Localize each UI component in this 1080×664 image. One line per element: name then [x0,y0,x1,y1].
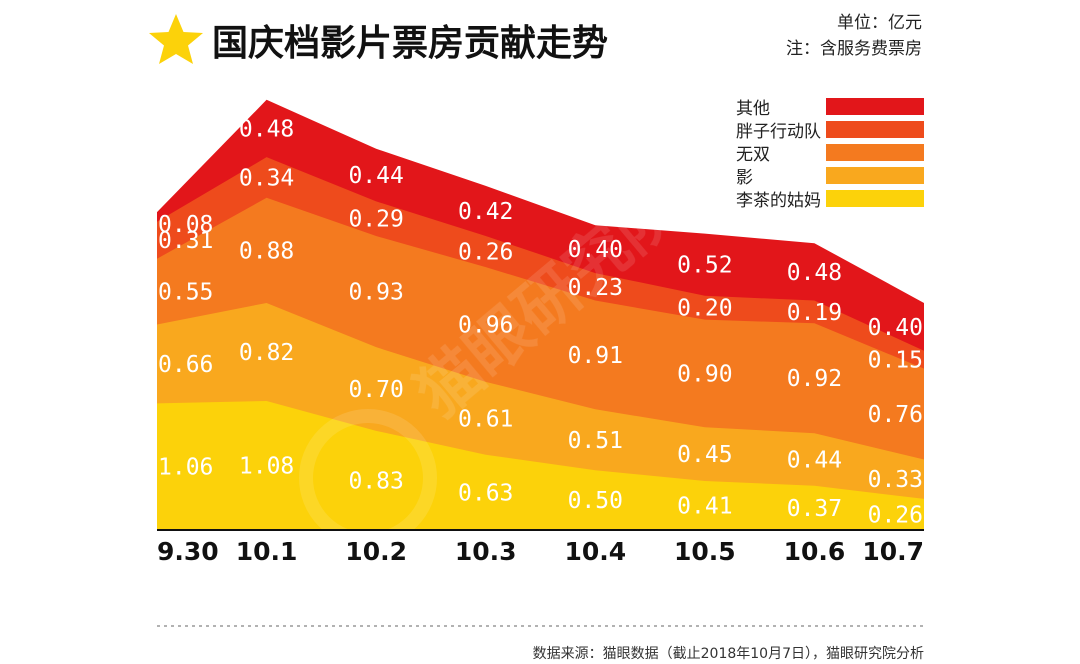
value-labels: 1.06 1.08 0.83 0.63 0.50 0.41 0.37 0.26 0.66 0.82… [158,116,923,528]
value-label: 0.76 [868,402,923,428]
value-label: 0.91 [568,343,623,369]
area-李茶的姑妈 [157,400,924,530]
x-tick-label: 10.2 [345,537,407,566]
legend-label: 影 [736,168,753,188]
value-label: 0.45 [677,442,732,468]
legend-swatch [826,121,924,138]
value-label: 0.37 [787,496,842,522]
value-label: 0.52 [677,253,732,279]
value-label: 0.48 [239,116,294,142]
value-label: 0.26 [868,502,923,528]
legend-swatch [826,190,924,207]
value-label: 1.08 [239,453,294,479]
value-label: 0.42 [458,199,513,225]
value-label: 0.34 [239,165,294,191]
value-label: 1.06 [158,455,213,481]
value-label: 0.23 [568,275,623,301]
value-label: 0.40 [568,237,623,263]
legend-swatch [826,98,924,115]
value-label: 0.26 [458,240,513,266]
watermark-logo-icon [299,409,437,547]
value-label: 0.31 [158,228,213,254]
x-tick-label: 10.5 [674,537,736,566]
value-label: 0.61 [458,406,513,432]
value-label: 0.44 [348,163,403,189]
star-icon [149,14,203,64]
service-note: 注：含服务费票房 [786,39,922,59]
legend-swatch [826,167,924,184]
x-tick-label: 10.3 [455,537,517,566]
area-layers [157,99,924,531]
value-label: 0.88 [239,238,294,264]
value-label: 0.96 [458,312,513,338]
legend-label: 其他 [736,99,770,119]
value-label: 0.70 [348,377,403,403]
unit-note: 单位：亿元 [837,13,922,33]
value-label: 0.44 [787,447,842,473]
value-label: 0.41 [677,494,732,520]
value-label: 0.29 [348,207,403,233]
x-tick-label: 10.1 [236,537,298,566]
source-note: 数据来源：猫眼数据（截止2018年10月7日），猫眼研究院分析 [533,646,924,662]
legend-label: 无双 [736,145,770,165]
value-label: 0.19 [787,300,842,326]
value-label: 0.90 [677,361,732,387]
legend-label: 李茶的姑妈 [736,191,821,211]
chart-title: 国庆档影片票房贡献走势 [212,23,608,64]
value-label: 0.63 [458,480,513,506]
value-label: 0.08 [158,212,213,238]
value-label: 0.50 [568,488,623,514]
x-axis-ticks: 9.30 10.1 10.2 10.3 10.4 10.5 10.6 10.7 [157,537,924,566]
legend-label: 胖子行动队 [736,122,821,142]
value-label: 0.83 [348,468,403,494]
value-label: 0.93 [348,280,403,306]
value-label: 0.48 [787,260,842,286]
x-tick-label: 10.4 [564,537,626,566]
value-label: 0.82 [239,340,294,366]
value-label: 0.40 [868,315,923,341]
legend-swatch [826,144,924,161]
x-tick-label: 10.7 [862,537,924,566]
value-label: 0.92 [787,366,842,392]
value-label: 0.33 [868,467,923,493]
value-label: 0.55 [158,280,213,306]
value-label: 0.51 [568,428,623,454]
x-tick-label: 10.6 [784,537,846,566]
value-label: 0.20 [677,296,732,322]
value-label: 0.66 [158,352,213,378]
value-label: 0.15 [868,348,923,374]
x-tick-label: 9.30 [157,537,219,566]
